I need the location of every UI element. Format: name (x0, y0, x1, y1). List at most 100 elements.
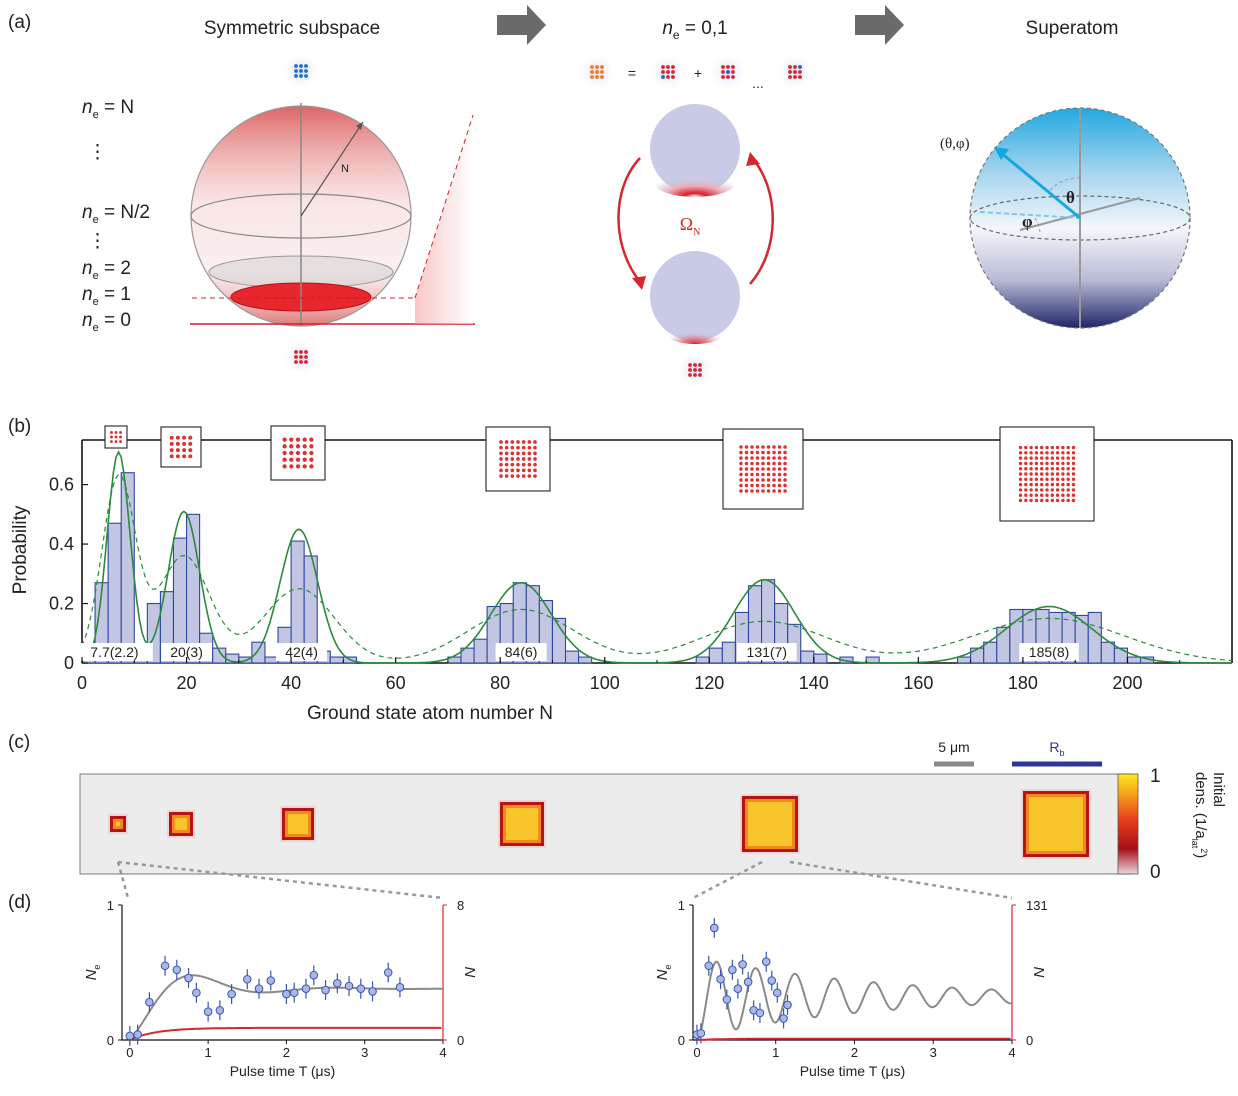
atom-dot (499, 457, 503, 461)
atom-dot (755, 445, 760, 449)
svg-text:ne = N/2: ne = N/2 (82, 202, 150, 226)
histogram-bars (81, 472, 1155, 664)
x-tick-label: 100 (590, 673, 620, 693)
atom-dot (671, 65, 675, 69)
atom-dot (761, 445, 765, 449)
ellipsis: ... (752, 75, 764, 91)
superatom-sphere: (θ,φ) θ φ (940, 107, 1191, 329)
atom-dot (744, 472, 749, 477)
atom-dot (499, 451, 503, 456)
right-tick-label: 8 (457, 898, 464, 913)
atom-dot (721, 75, 725, 79)
atom-dot (1024, 477, 1028, 481)
atom-dot (1018, 456, 1023, 460)
histogram-bar (996, 626, 1011, 664)
x-tick-label: 4 (439, 1045, 446, 1060)
atom-dot (309, 464, 314, 469)
atom-dot (304, 64, 308, 68)
zoom-line (692, 860, 763, 900)
x-tick-label: 200 (1112, 673, 1142, 693)
arrow-right-icon (497, 5, 904, 45)
atom-dot (1055, 488, 1060, 492)
scale-bar-label: 5 μm (938, 739, 969, 755)
atom-dot (1050, 461, 1054, 466)
atom-dot (1018, 498, 1023, 503)
atom-dot (499, 474, 503, 478)
atom-dot (772, 483, 776, 488)
panel-a-label: (a) (8, 12, 31, 33)
atom-dot (739, 472, 743, 477)
atom-dot (1018, 472, 1023, 476)
atom-dot (1050, 488, 1054, 492)
atom-dot (1029, 493, 1033, 497)
atom-dot (1045, 445, 1049, 450)
x-tick-label: 120 (694, 673, 724, 693)
data-point (728, 965, 737, 975)
data-point (203, 1007, 213, 1016)
x-axis-label: Pulse time T (μs) (230, 1063, 336, 1079)
atom-dot (1024, 493, 1028, 497)
atom-dot (688, 363, 692, 367)
atom-dot (1061, 482, 1065, 487)
svg-text:⋮: ⋮ (88, 231, 107, 252)
atom-number-curve (129, 1026, 442, 1041)
atom-dot (1034, 461, 1039, 466)
histogram-bar (551, 617, 567, 664)
angles-label: (θ,φ) (940, 136, 970, 152)
peak-label: 84(6) (505, 644, 538, 660)
atom-dot (1055, 451, 1060, 455)
data-point (133, 1030, 142, 1039)
atom-dot (1040, 477, 1044, 481)
histogram-bar (329, 656, 344, 664)
atom-dot (289, 464, 294, 469)
atom-dot (777, 472, 782, 477)
atom-dot (1024, 456, 1028, 460)
mid-title-sub: e (673, 28, 680, 42)
atom-dot (772, 450, 776, 455)
atom-dot (1066, 488, 1070, 492)
atom-dot (1024, 461, 1028, 466)
atom-dot (1040, 482, 1044, 487)
atom-dot (114, 440, 118, 444)
atom-dot (1034, 493, 1039, 497)
x-tick-label: 3 (930, 1045, 937, 1060)
atom-dot (772, 472, 776, 477)
atom-dot (766, 461, 771, 466)
atom-dot (1066, 477, 1070, 481)
atom-dot (527, 462, 532, 467)
atom-dot (119, 440, 123, 444)
atom-dot (744, 467, 749, 471)
atom-dot (772, 456, 776, 460)
data-point (254, 984, 264, 994)
atom-dot (1061, 456, 1065, 460)
data-point (266, 976, 276, 985)
data-point (356, 984, 366, 994)
y-tick-label: 0.6 (49, 475, 74, 495)
data-point (755, 1008, 765, 1018)
atom-dot (788, 75, 792, 79)
data-point (282, 989, 291, 999)
atom-dot (188, 448, 193, 453)
atom-dot (516, 468, 520, 473)
atom-grid-bottom-left (281, 337, 321, 377)
atom-dot (766, 483, 771, 488)
atom-dot (1034, 445, 1039, 450)
atom-dot (1024, 482, 1028, 487)
x-tick-label: 80 (490, 673, 510, 693)
atom-dot (114, 435, 118, 439)
atom-dot (1024, 488, 1028, 492)
y-tick-label: 1 (678, 898, 685, 913)
atom-dot (516, 445, 520, 450)
atom-dot (1045, 456, 1049, 460)
rabi-label: ΩN (680, 214, 701, 238)
atom-dot (169, 448, 174, 453)
atom-dot (744, 483, 749, 488)
atom-dot (1040, 461, 1044, 466)
data-point (743, 977, 753, 987)
atom-dot (521, 462, 526, 467)
atom-dot (504, 468, 509, 473)
atom-dot (1066, 456, 1070, 460)
histogram-bar (695, 656, 710, 664)
atom-dot (299, 350, 303, 354)
atom-dot (750, 450, 754, 455)
